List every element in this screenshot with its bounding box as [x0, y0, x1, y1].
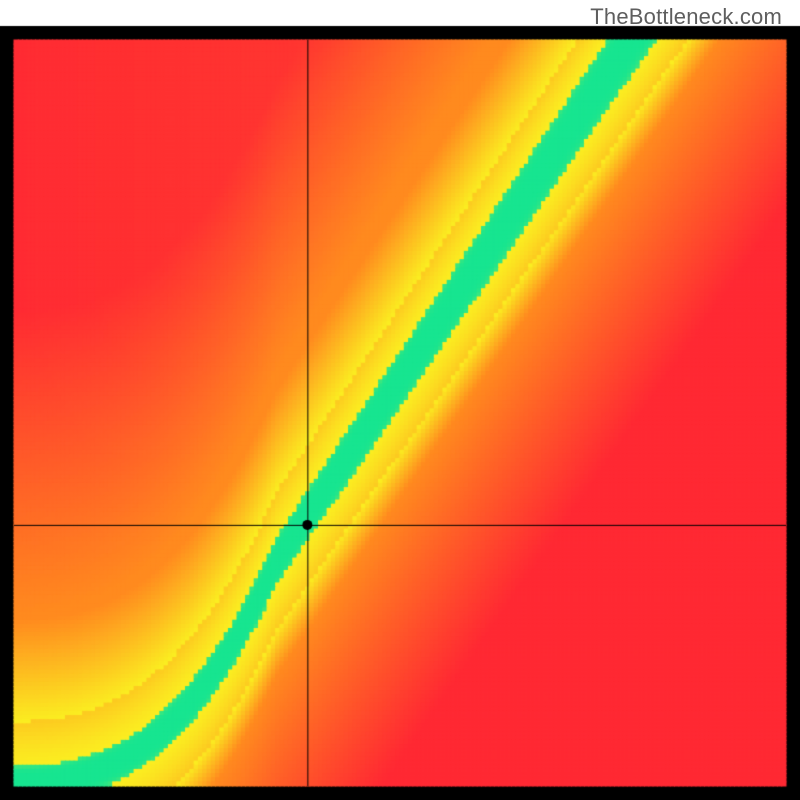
bottleneck-heatmap: [0, 0, 800, 800]
